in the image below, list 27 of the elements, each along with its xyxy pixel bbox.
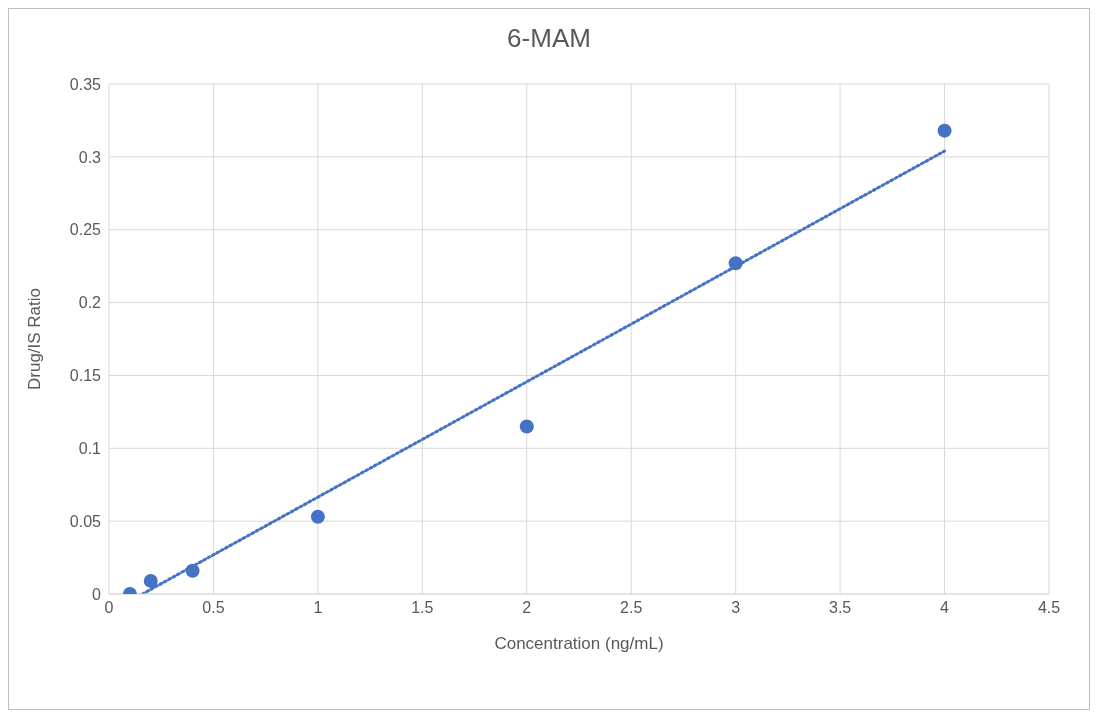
point [185, 563, 200, 578]
y-tick-label: 0 [92, 585, 102, 603]
x-tick-label: 2 [522, 599, 532, 617]
x-tick-label: 2.5 [620, 599, 643, 617]
x-tick-label: 0.5 [202, 599, 225, 617]
point [519, 419, 534, 434]
x-tick-label: 3 [731, 599, 741, 617]
y-tick-label: 0.2 [78, 294, 102, 312]
x-tick-label: 1 [313, 599, 323, 617]
x-tick-label: 3.5 [828, 599, 852, 617]
x-tick-label: 0 [104, 599, 114, 617]
y-tick-label: 0.05 [69, 512, 102, 530]
y-tick-label: 0.35 [69, 75, 102, 93]
x-tick-label: 1.5 [411, 599, 434, 617]
point [937, 123, 952, 138]
x-tick-label: 4 [940, 599, 950, 617]
y-tick-label: 0.3 [78, 148, 102, 166]
point [728, 256, 743, 271]
x-tick-label: 4.5 [1037, 599, 1061, 617]
x-axis-title: Concentration (ng/mL) [494, 634, 664, 653]
chart-title: 6-MAM [506, 23, 592, 54]
y-axis-title: Drug/IS Ratio [25, 287, 45, 391]
y-tick-label: 0.25 [69, 221, 102, 239]
point [310, 509, 325, 524]
point [143, 573, 158, 588]
y-tick-label: 0.1 [78, 439, 102, 457]
y-tick-label: 0.15 [69, 367, 102, 385]
